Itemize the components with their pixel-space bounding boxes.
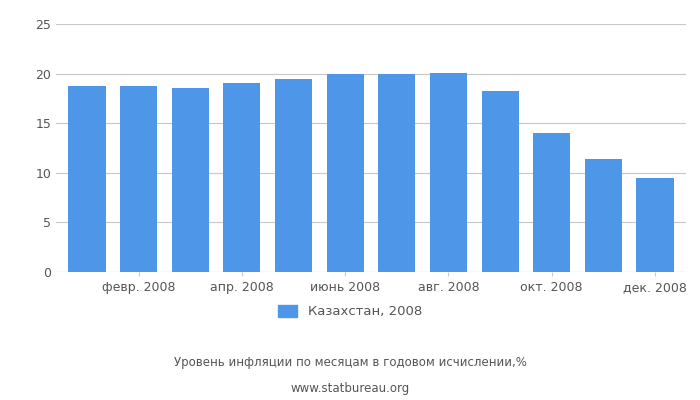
Legend: Казахстан, 2008: Казахстан, 2008: [272, 300, 428, 324]
Bar: [327, 74, 364, 272]
Bar: [223, 82, 260, 272]
Bar: [172, 88, 209, 272]
Bar: [482, 92, 519, 272]
Bar: [378, 74, 415, 272]
Text: Уровень инфляции по месяцам в годовом исчислении,%: Уровень инфляции по месяцам в годовом ис…: [174, 356, 526, 369]
Bar: [430, 73, 467, 272]
Bar: [275, 78, 312, 272]
Bar: [533, 133, 570, 272]
Bar: [69, 86, 106, 272]
Text: www.statbureau.org: www.statbureau.org: [290, 382, 410, 395]
Bar: [584, 159, 622, 272]
Bar: [120, 86, 158, 272]
Bar: [636, 178, 673, 272]
